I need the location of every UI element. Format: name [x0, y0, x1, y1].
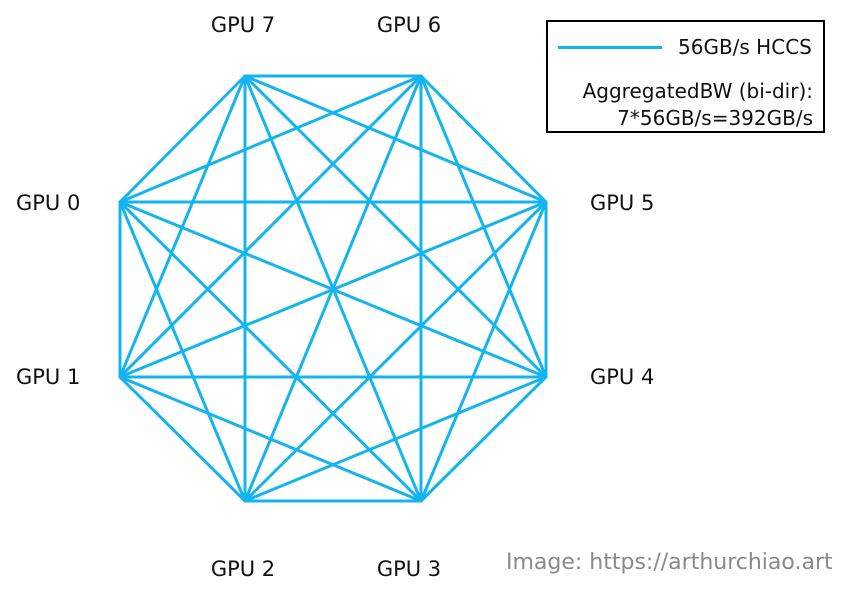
- gpu-label-gpu1: GPU 1: [16, 365, 80, 389]
- gpu-label-gpu6: GPU 6: [377, 13, 441, 37]
- legend-agg-line2: 7*56GB/s=392GB/s: [617, 106, 813, 130]
- link-gpu1-gpu2: [118, 375, 247, 503]
- legend-link-label: 56GB/s HCCS: [678, 35, 812, 59]
- legend: 56GB/s HCCS AggregatedBW (bi-dir): 7*56G…: [546, 20, 825, 133]
- link-gpu0-gpu7: [118, 74, 247, 204]
- link-gpu3-gpu4: [419, 375, 548, 503]
- legend-aggregated-bandwidth: AggregatedBW (bi-dir): 7*56GB/s=392GB/s: [583, 78, 813, 132]
- gpu-labels-group: GPU 0 GPU 1 GPU 2 GPU 3 GPU 4 GPU 5 GPU 6 GPU 7: [16, 13, 654, 581]
- link-gpu5-gpu7: [243, 74, 548, 204]
- link-gpu1-gpu7: [118, 74, 247, 379]
- link-gpu1-gpu6: [118, 74, 423, 379]
- gpu-label-gpu2: GPU 2: [211, 557, 275, 581]
- link-gpu3-gpu7: [243, 74, 423, 503]
- image-credit: Image: https://arthurchiao.art: [506, 550, 833, 575]
- link-gpu5-gpu6: [419, 74, 548, 204]
- link-gpu2-gpu5: [243, 200, 548, 503]
- legend-line-swatch: [558, 46, 662, 49]
- gpu-label-gpu0: GPU 0: [16, 191, 80, 215]
- link-gpu4-gpu7: [243, 74, 548, 379]
- gpu-label-gpu5: GPU 5: [590, 191, 654, 215]
- link-gpu4-gpu6: [419, 74, 548, 379]
- links-group: [118, 74, 548, 503]
- link-gpu0-gpu3: [118, 200, 423, 503]
- legend-agg-line1: AggregatedBW (bi-dir):: [582, 79, 813, 103]
- link-gpu3-gpu5: [419, 200, 548, 503]
- gpu-label-gpu3: GPU 3: [377, 557, 441, 581]
- gpu-label-gpu4: GPU 4: [590, 365, 654, 389]
- gpu-label-gpu7: GPU 7: [211, 13, 275, 37]
